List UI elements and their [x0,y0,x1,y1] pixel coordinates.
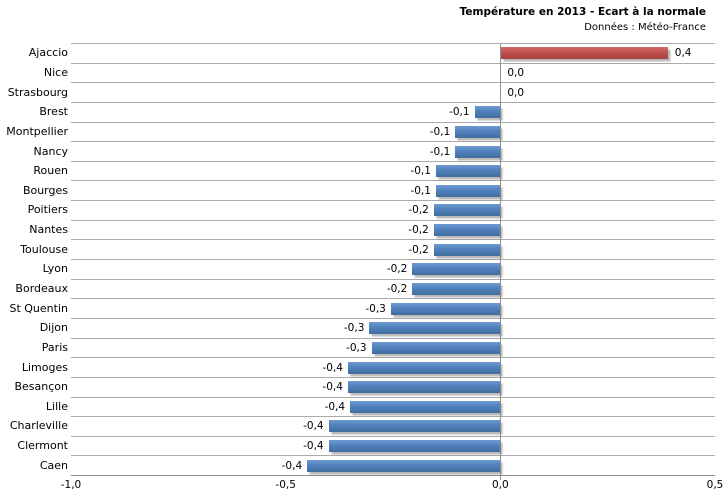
data-label: -0,1 [449,106,470,119]
chart-title: Température en 2013 - Ecart à la normale [459,6,706,18]
data-bar [371,341,501,354]
data-label: -0,1 [410,184,431,197]
data-label: -0,3 [365,302,386,315]
bar-row: -0,3 [71,299,715,319]
data-label: -0,4 [324,400,346,413]
bar-row: -0,2 [71,240,715,261]
value-axis-labels: -1,0 -0,5 0,0 0,5 [0,479,727,495]
bar-row: -0,2 [71,201,715,221]
category-label: Charleville [9,419,68,433]
data-bar [369,322,501,335]
data-label: -0,2 [408,204,429,217]
data-bar [433,224,501,237]
data-label: -0,1 [429,145,451,158]
data-bar [350,400,501,413]
category-label: Toulouse [20,242,68,256]
category-label: Nancy [33,144,69,158]
bar-row: -0,4 [71,378,715,398]
category-label: Strasbourg [7,85,68,99]
data-label: -0,3 [346,341,367,354]
category-label: Dijon [39,321,68,335]
bar-row: -0,1 [71,162,715,182]
data-bar [328,420,501,433]
bar-row: -0,4 [71,417,715,437]
data-label: -0,2 [386,283,408,295]
data-label: -0,2 [408,243,429,256]
category-label: Poitiers [27,203,68,217]
category-label: Besançon [14,380,68,394]
category-label: Ajaccio [28,46,68,60]
category-label: Lille [45,399,68,413]
x-tick-label: 0,5 [706,479,724,491]
data-label: 0,4 [674,47,692,60]
data-bar [455,125,501,138]
data-label: -0,4 [322,361,343,374]
x-tick-label: -1,0 [60,479,82,491]
category-label: Nantes [29,223,68,237]
category-label: Nice [43,65,68,79]
bar-row: -0,3 [71,339,715,359]
bar-row: 0,4 [71,44,715,64]
category-label: Lyon [42,262,68,276]
data-label: -0,2 [408,224,429,237]
data-bar [412,283,501,295]
bar-row: 0,0 [71,64,715,84]
zero-axis-line [499,44,501,480]
chart-subtitle: Données : Météo-France [584,22,706,33]
bar-row: -0,4 [71,437,715,457]
bar-row: -0,2 [71,221,715,241]
bar-row: -0,4 [71,398,715,418]
data-bar [474,106,501,119]
data-bar [390,302,501,315]
data-label: -0,1 [429,125,451,138]
data-bar [307,459,501,472]
chart-title-block: Température en 2013 - Ecart à la normale… [460,5,706,35]
data-label: -0,3 [343,322,365,335]
x-tick-label: 0,0 [491,479,509,491]
bar-row: -0,4 [71,456,715,477]
category-label: Caen [39,458,68,472]
data-bar [455,145,501,158]
category-label: St Quentin [9,301,68,315]
data-bar [328,440,501,453]
bar-row: -0,1 [71,142,715,162]
bar-row: -0,1 [71,103,715,123]
category-label: Paris [41,340,68,354]
bar-row: -0,1 [71,181,715,202]
data-bar [435,184,501,197]
plot-area: 0,4 0,0 0,0 -0,1 -0,1 -0,1 -0,1 -0,1 -0,2 -0,2 -0,… [71,43,715,480]
category-label: Bourges [22,183,68,197]
data-label: -0,4 [303,420,324,433]
category-axis-labels: Ajaccio Nice Strasbourg Brest Montpellier Nan… [0,43,68,475]
bar-row: -0,2 [71,260,715,280]
data-bar [433,204,501,217]
category-label: Bordeaux [15,282,68,295]
data-label: 0,0 [507,86,525,99]
category-label: Brest [39,105,68,119]
data-label: -0,4 [322,381,343,394]
category-label: Montpellier [6,124,68,138]
data-bar [412,263,501,276]
data-label: -0,1 [410,165,431,178]
bar-row: -0,3 [71,319,715,339]
x-tick-label: -0,5 [275,479,296,491]
bar-row: 0,0 [71,83,715,103]
data-label: -0,4 [281,459,303,472]
bar-row: -0,4 [71,358,715,378]
category-label: Clermont [17,439,68,453]
bar-row: -0,2 [71,280,715,300]
data-label: -0,2 [386,263,408,276]
data-bar [435,165,501,178]
data-bar [500,47,669,60]
data-bar [433,243,501,256]
data-bar [347,381,501,394]
category-label: Limoges [21,360,68,374]
data-bar [347,361,501,374]
data-label: -0,4 [303,440,324,453]
category-label: Rouen [33,164,68,178]
data-label: 0,0 [507,66,525,79]
bar-row: -0,1 [71,123,715,143]
